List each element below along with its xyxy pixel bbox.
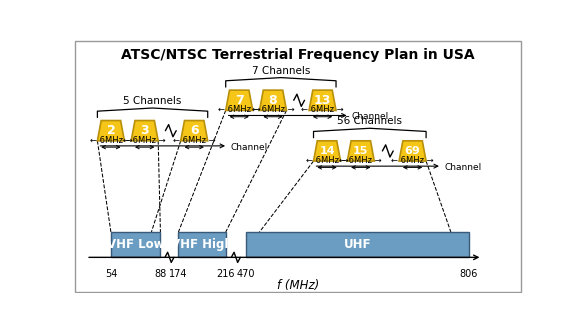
FancyBboxPatch shape — [246, 232, 469, 257]
Text: 15: 15 — [353, 146, 368, 156]
Text: ATSC/NTSC Terrestrial Frequency Plan in USA: ATSC/NTSC Terrestrial Frequency Plan in … — [121, 48, 475, 62]
Text: 3: 3 — [141, 124, 149, 137]
Text: 2: 2 — [106, 124, 115, 137]
FancyBboxPatch shape — [178, 232, 225, 257]
Text: Channel: Channel — [444, 163, 481, 172]
Text: 13: 13 — [314, 94, 331, 107]
Polygon shape — [399, 141, 426, 161]
Text: UHF: UHF — [344, 238, 371, 251]
Text: 54: 54 — [105, 269, 117, 279]
Text: ← 6MHz →: ← 6MHz → — [218, 106, 260, 114]
Text: 88: 88 — [155, 269, 167, 279]
Polygon shape — [314, 141, 340, 161]
Text: ← 6MHz →: ← 6MHz → — [301, 106, 344, 114]
Text: ← 6MHz →: ← 6MHz → — [391, 156, 434, 165]
Polygon shape — [98, 120, 124, 141]
Text: ← 6MHz →: ← 6MHz → — [306, 156, 349, 165]
Polygon shape — [347, 141, 374, 161]
Text: VHF High: VHF High — [171, 238, 233, 251]
Text: ← 6MHz →: ← 6MHz → — [173, 136, 216, 145]
Text: 8: 8 — [268, 94, 277, 107]
Polygon shape — [260, 90, 286, 111]
Text: Channel: Channel — [230, 143, 267, 152]
Text: f (MHz): f (MHz) — [277, 279, 319, 292]
Text: 7: 7 — [235, 94, 243, 107]
Text: ← 6MHz →: ← 6MHz → — [89, 136, 132, 145]
Text: 14: 14 — [319, 146, 335, 156]
Polygon shape — [309, 90, 336, 111]
Polygon shape — [181, 120, 208, 141]
Text: 6: 6 — [190, 124, 199, 137]
FancyBboxPatch shape — [111, 232, 160, 257]
Text: 69: 69 — [405, 146, 421, 156]
Text: 806: 806 — [460, 269, 478, 279]
Text: 216: 216 — [217, 269, 235, 279]
Text: ← 6MHz →: ← 6MHz → — [339, 156, 382, 165]
Text: 56 Channels: 56 Channels — [338, 116, 402, 126]
Text: ← 6MHz →: ← 6MHz → — [252, 106, 295, 114]
Text: Channel: Channel — [352, 112, 389, 121]
Polygon shape — [131, 120, 158, 141]
Text: 7 Channels: 7 Channels — [252, 65, 310, 76]
Polygon shape — [225, 90, 253, 111]
Text: 174: 174 — [169, 269, 188, 279]
Text: 470: 470 — [236, 269, 255, 279]
Text: ← 6MHz →: ← 6MHz → — [123, 136, 166, 145]
Text: 5 Channels: 5 Channels — [123, 96, 182, 106]
Text: VHF Low: VHF Low — [107, 238, 164, 251]
